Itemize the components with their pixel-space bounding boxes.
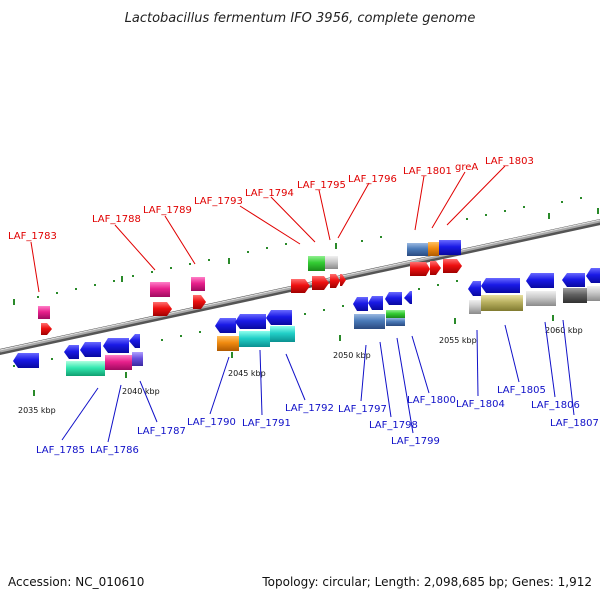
scale-label: 2050 kbp [333, 351, 371, 360]
gene-label: LAF_1789 [143, 205, 192, 216]
gene-arrow [215, 318, 236, 333]
gene-label: LAF_1787 [137, 426, 186, 437]
upper-tick-track [13, 197, 599, 305]
gene-label: LAF_1796 [348, 174, 397, 185]
gene-label: LAF_1792 [285, 403, 334, 414]
gene-arrow [193, 295, 206, 309]
map-title: Lactobacillus fermentum IFO 3956, comple… [125, 11, 476, 26]
gene-box [587, 286, 600, 301]
gene-label: LAF_1799 [391, 436, 440, 447]
gene-box [439, 240, 461, 255]
gene-label: LAF_1795 [297, 180, 346, 191]
lower-genes [13, 268, 600, 376]
gene-box [526, 291, 556, 306]
top-callouts [30, 165, 506, 293]
scale-label: 2040 kbp [122, 387, 160, 396]
upper-genes [38, 240, 462, 335]
gene-arrow [103, 338, 129, 353]
gene-arrow [586, 268, 600, 283]
scale-label: 2045 kbp [228, 369, 266, 378]
gene-box [132, 352, 143, 366]
top-gene-labels: LAF_1783 LAF_1788 LAF_1789 LAF_1793 LAF_… [8, 156, 534, 242]
gene-box [354, 314, 385, 329]
accession-text: Accession: NC_010610 [8, 575, 144, 589]
gene-arrow [312, 276, 329, 290]
gene-box [469, 300, 481, 314]
gene-arrow [468, 281, 481, 296]
bottom-callouts [61, 319, 575, 443]
gene-box [191, 277, 205, 291]
gene-box [66, 361, 105, 376]
lower-tick-track [13, 280, 554, 396]
gene-arrow [64, 345, 79, 359]
gene-box [150, 282, 170, 297]
topology-text: Topology: circular; Length: 2,098,685 bp… [261, 575, 592, 589]
gene-arrow [410, 262, 430, 276]
gene-box [386, 310, 405, 318]
gene-label: LAF_1783 [8, 231, 57, 242]
scale-label: 2055 kbp [439, 336, 477, 345]
gene-box [105, 355, 132, 370]
gene-arrow [430, 261, 441, 275]
gene-label: LAF_1797 [338, 404, 387, 415]
gene-box [386, 318, 405, 326]
gene-arrow [330, 274, 340, 288]
gene-arrow [80, 342, 101, 357]
gene-label: LAF_1803 [485, 156, 534, 167]
gene-label: LAF_1790 [187, 417, 236, 428]
gene-arrow [385, 292, 402, 305]
gene-box [38, 306, 50, 319]
gene-label: LAF_1807 [550, 418, 599, 429]
gene-arrow [562, 273, 585, 287]
gene-label: LAF_1794 [245, 188, 294, 199]
gene-arrow [13, 353, 39, 368]
gene-label: LAF_1791 [242, 418, 291, 429]
scale-label: 2035 kbp [18, 406, 56, 415]
gene-arrow [481, 278, 520, 293]
gene-box [239, 331, 270, 347]
gene-label: LAF_1798 [369, 420, 418, 431]
gene-box [217, 336, 239, 351]
gene-box [428, 242, 439, 256]
gene-box [481, 295, 523, 311]
gene-box [325, 256, 338, 269]
gene-arrow [404, 291, 412, 304]
gene-arrow [443, 259, 462, 273]
gene-label: LAF_1800 [407, 395, 456, 406]
gene-arrow [129, 334, 140, 348]
gene-label: LAF_1805 [497, 385, 546, 396]
gene-box [407, 243, 428, 256]
gene-label: LAF_1806 [531, 400, 580, 411]
gene-arrow [41, 323, 52, 335]
gene-label: LAF_1793 [194, 196, 243, 207]
gene-label: greA [455, 162, 478, 173]
gene-box [308, 256, 325, 271]
gene-box [270, 326, 295, 342]
gene-label: LAF_1785 [36, 445, 85, 456]
gene-arrow [153, 302, 172, 316]
gene-arrow [526, 273, 554, 288]
gene-arrow [291, 279, 310, 293]
gene-label: LAF_1788 [92, 214, 141, 225]
gene-label: LAF_1786 [90, 445, 139, 456]
bottom-gene-labels: LAF_1785 LAF_1786 LAF_1787 LAF_1790 LAF_… [36, 385, 599, 456]
gene-label: LAF_1801 [403, 166, 452, 177]
gene-arrow [353, 297, 368, 311]
gene-arrow [368, 296, 383, 310]
gene-arrow [340, 274, 346, 286]
gene-label: LAF_1804 [456, 399, 505, 410]
gene-box [563, 288, 587, 303]
gene-arrow [266, 310, 292, 325]
gene-arrow [235, 314, 266, 329]
